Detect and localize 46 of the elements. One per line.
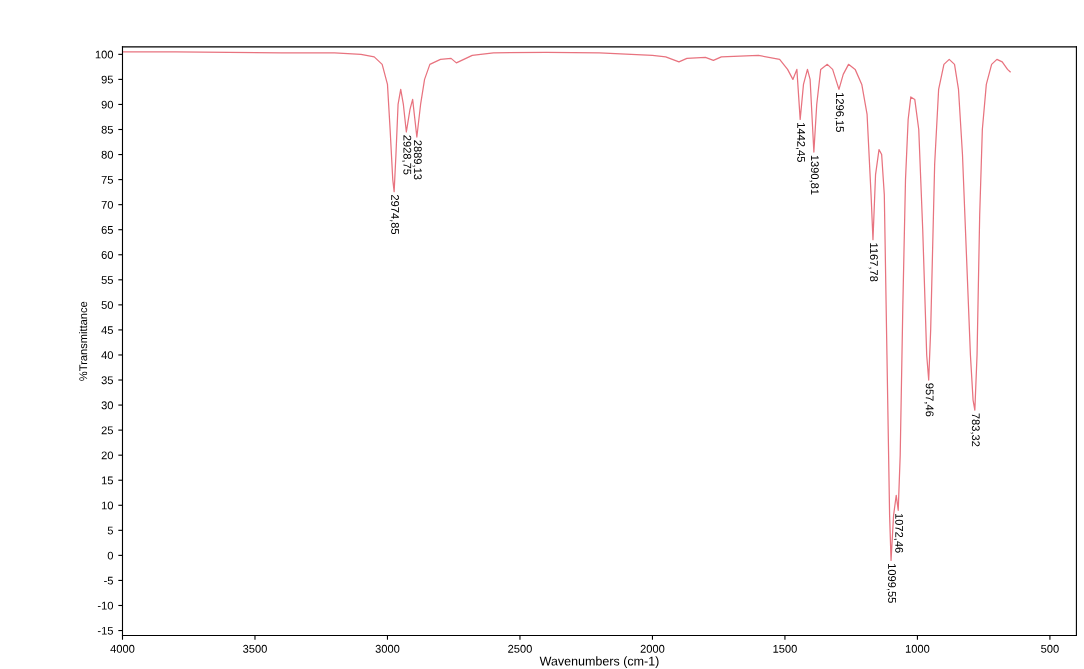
y-tick-label: 25 [101, 426, 113, 435]
annotation: 957,46 [924, 383, 934, 417]
x-tick-label: 4000 [110, 644, 135, 653]
y-tick-label: 55 [101, 276, 113, 284]
annotation: 2928,75 [402, 135, 412, 175]
y-tick-label: 5 [107, 526, 113, 535]
annotation: 1099,55 [886, 564, 896, 603]
annotation: 1296,15 [834, 93, 844, 132]
y-tick-label: 15 [101, 476, 113, 485]
x-axis-title: Wavenumbers (cm-1) [539, 656, 659, 668]
y-tick-label: 50 [101, 301, 114, 309]
annotation: 1390,81 [809, 155, 819, 195]
x-tick-label: 1000 [905, 644, 930, 653]
y-axis-title: %Transmittance [79, 301, 88, 381]
y-tick-label: 20 [101, 451, 114, 460]
y-tick-label: -15 [97, 626, 113, 635]
x-tick-label: 1500 [773, 644, 797, 653]
x-tick-label: 3500 [243, 644, 267, 653]
y-tick-label: 70 [101, 200, 114, 209]
y-tick-label: -5 [104, 576, 113, 585]
x-tick-label: 2500 [508, 644, 532, 653]
y-tick-label: 45 [101, 326, 113, 335]
y-tick-label: 10 [101, 501, 114, 510]
annotation: 1167,78 [868, 243, 878, 282]
y-tick-label: 60 [101, 251, 114, 259]
x-tick-label: 500 [1041, 644, 1059, 653]
y-tick-label: 0 [107, 551, 114, 560]
line-series [122, 51, 1011, 562]
annotation: 2974,85 [389, 194, 400, 235]
y-tick-label: 75 [101, 175, 113, 184]
y-tick-label: 65 [101, 225, 113, 234]
y-tick-label: 40 [101, 351, 114, 360]
y-tick-label: 100 [95, 50, 114, 59]
y-tick-label: 95 [101, 75, 113, 84]
x-tick-label: 2000 [640, 644, 665, 653]
annotation: 1072,46 [893, 513, 904, 553]
annotation: 1442,45 [795, 123, 806, 162]
y-tick-label: 35 [101, 376, 113, 385]
y-tick-label: 85 [101, 125, 113, 134]
y-tick-label: 80 [101, 150, 114, 159]
annotation: 2889,13 [412, 140, 422, 180]
x-tick-label: 3000 [375, 644, 400, 653]
y-tick-label: 30 [101, 401, 114, 410]
y-tick-label: 90 [101, 100, 114, 109]
y-tick-label: -10 [97, 601, 114, 610]
annotation: 783,32 [970, 413, 980, 447]
